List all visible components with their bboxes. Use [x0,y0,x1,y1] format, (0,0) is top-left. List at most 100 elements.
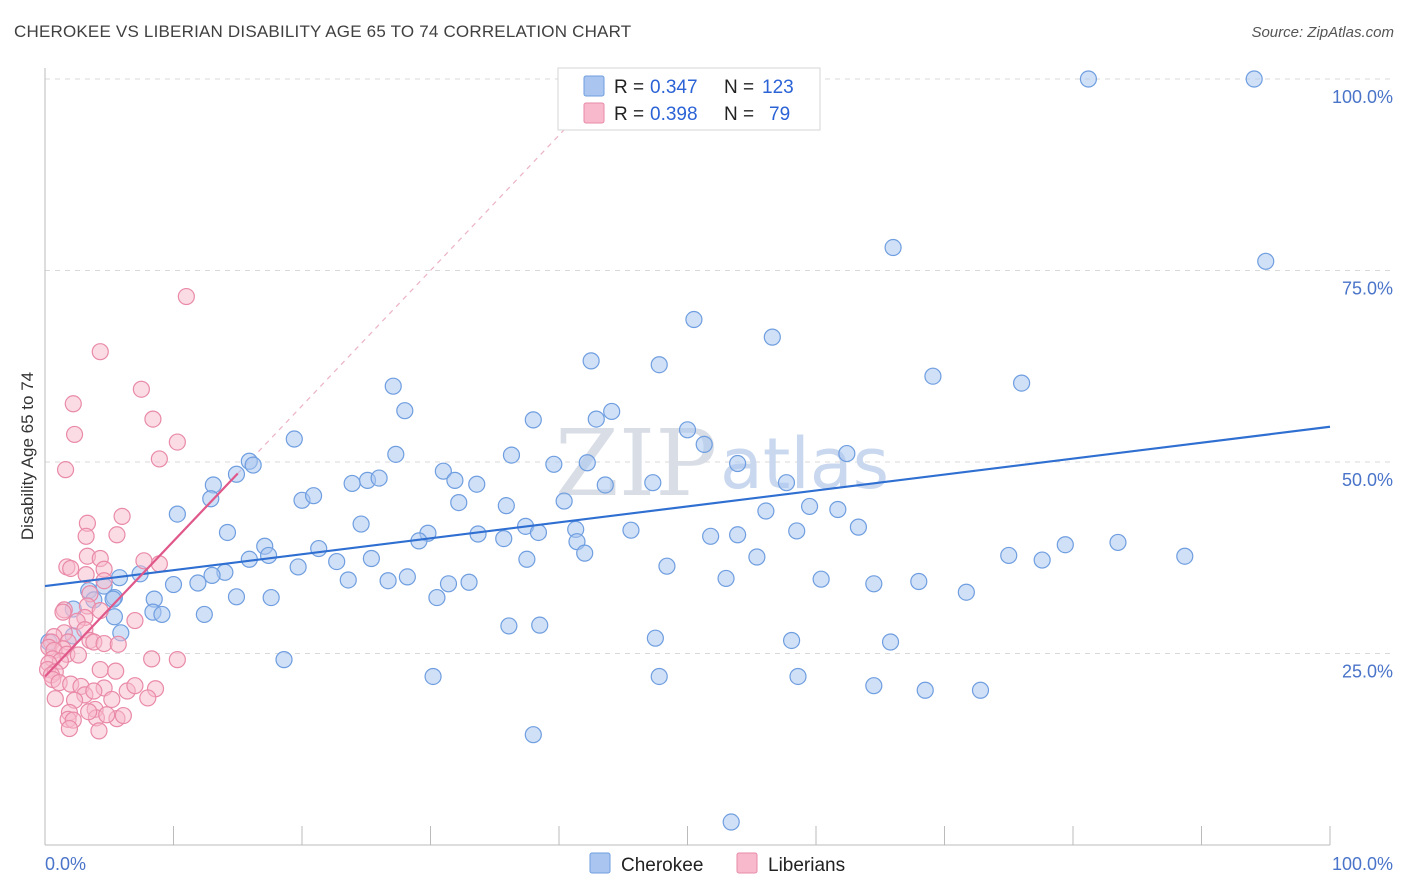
cherokee-point [763,328,781,346]
cherokee-point [650,667,668,686]
cherokee-point [460,573,478,591]
x-tick-label: 0.0% [45,854,86,874]
cherokee-point [1056,536,1074,554]
y-axis-label: Disability Age 65 to 74 [18,372,37,540]
cherokee-point [164,575,183,594]
liberian-point [177,287,195,306]
cherokee-point [310,539,328,558]
y-tick-label: 75.0% [1342,279,1393,299]
legend-swatch-cherokee [583,75,605,97]
cherokee-point [587,410,605,428]
liberian-point [62,559,80,578]
cherokee-point [545,455,563,473]
cherokee-point [644,474,662,492]
cherokee-point [439,575,458,593]
liberian-point [80,703,98,721]
cherokee-point [782,631,801,650]
cherokee-point [339,571,357,589]
cherokee-point [1257,252,1275,270]
liberian-point [126,611,144,630]
legend-swatch-liberian [583,102,605,124]
cherokee-point [446,471,464,489]
correlation-legend: R = 0.347 N = 123 R = 0.398 N = 79 [557,67,821,131]
liberian-point [107,662,125,680]
bottom-legend-label-liberian: Liberians [768,855,845,876]
liberian-trend-line [44,472,239,678]
cherokee-point [650,356,668,374]
liberian-point [139,689,157,707]
liberian-point [132,380,150,398]
grid-lines [45,78,1395,654]
cherokee-point [227,588,246,606]
bottom-legend-label-cherokee: Cherokee [621,855,703,876]
cherokee-point [748,548,766,566]
liberian-point [114,706,132,725]
cherokee-point [1012,374,1031,392]
legend-n-value-cherokee: 123 [762,77,794,98]
cherokee-point [685,310,703,329]
liberian-point [64,395,82,413]
cherokee-point [289,558,307,576]
cherokee-point [497,497,515,515]
cherokee-point [678,421,697,439]
cherokee-point [658,557,676,575]
trend-extension-line [237,67,624,474]
cherokee-point [218,523,237,542]
cherokee-point [849,518,868,536]
liberian-point [109,635,127,653]
cherokee-point [370,469,388,487]
cherokee-point [529,523,548,542]
liberian-point [46,690,64,708]
cherokee-point [434,462,452,480]
y-tick-label: 50.0% [1342,470,1393,490]
cherokee-point [884,238,902,257]
cherokee-point [500,617,518,635]
cherokee-point [702,527,720,545]
cherokee-point [838,444,856,463]
cherokee-point [1079,70,1098,88]
cherokee-point [829,500,847,519]
legend-r-label: R = [614,104,644,125]
series-legend: Cherokee Liberians [589,852,845,876]
chart-title: CHEROKEE VS LIBERIAN DISABILITY AGE 65 T… [14,22,632,41]
cherokee-point [788,522,806,540]
cherokee-point [362,549,380,568]
cherokee-point [729,526,747,544]
cherokee-point [1109,533,1127,552]
cherokee-point [398,568,416,586]
liberian-point [69,646,88,664]
cherokee-point [524,726,542,744]
cherokee-point [104,590,122,608]
cherokee-point [910,572,928,591]
cherokee-point [502,446,521,464]
liberian-point [144,410,162,428]
cherokee-point [789,667,807,686]
legend-r-value-liberian: 0.398 [650,104,698,125]
cherokee-point [343,474,361,493]
watermark: ZIP atlas [555,410,889,517]
cherokee-point [582,352,600,370]
legend-n-label: N = [724,104,754,125]
y-tick-labels: 25.0% 50.0% 75.0% 100.0% [1332,87,1393,682]
liberian-point [126,677,144,695]
liberian-point [95,572,113,590]
bottom-legend-swatch-cherokee [589,852,611,874]
cherokee-point [424,667,442,686]
cherokee-point [916,681,934,699]
liberian-point [65,425,84,444]
liberian-point [150,555,168,573]
cherokee-point [757,502,775,520]
cherokee-point [352,515,370,533]
cherokee-point [576,544,594,562]
cherokee-trend-line [44,425,1331,588]
cherokee-point [328,552,346,571]
y-tick-label: 100.0% [1332,87,1393,107]
cherokee-points [40,70,1275,831]
cherokee-point [695,435,713,453]
cherokee-point [717,569,735,588]
liberian-point [113,507,131,525]
cherokee-point [578,454,596,472]
liberian-point [56,461,75,479]
x-tick-labels: 0.0% 100.0% [45,854,1393,874]
